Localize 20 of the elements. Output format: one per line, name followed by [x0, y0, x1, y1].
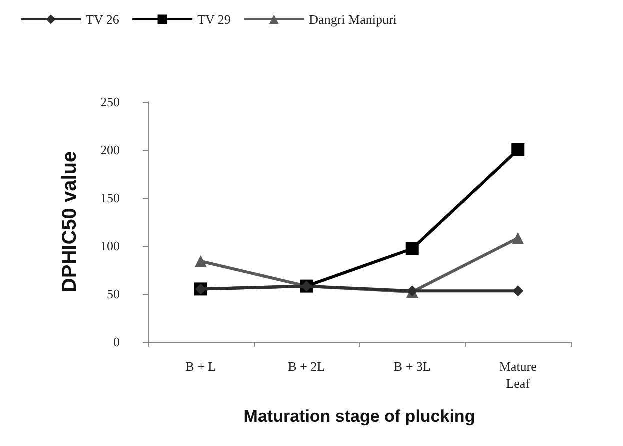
legend-label: TV 29 — [198, 12, 231, 27]
legend-label: Dangri Manipuri — [309, 12, 398, 27]
y-tick-label: 200 — [100, 142, 120, 158]
x-tick-label: Mature Leaf — [499, 359, 538, 391]
y-tick-label: 150 — [100, 190, 120, 206]
y-tick-label: 250 — [100, 94, 120, 110]
point — [406, 242, 419, 256]
point — [194, 255, 207, 268]
x-axis-title: Maturation stage of plucking — [244, 407, 476, 426]
point — [512, 144, 525, 156]
x-tick-label: B + L — [186, 359, 216, 374]
y-tick-label: 50 — [107, 286, 120, 302]
y-tick-label: 100 — [100, 238, 120, 254]
point — [512, 286, 524, 297]
point — [512, 232, 524, 244]
x-tick-label: B + 3L — [394, 359, 431, 374]
y-tick-label: 0 — [114, 334, 120, 350]
x-tick-label: B + 2L — [288, 359, 326, 374]
y-axis-title: DPHIC50 value — [59, 151, 81, 293]
legend-label: TV 26 — [86, 12, 120, 27]
